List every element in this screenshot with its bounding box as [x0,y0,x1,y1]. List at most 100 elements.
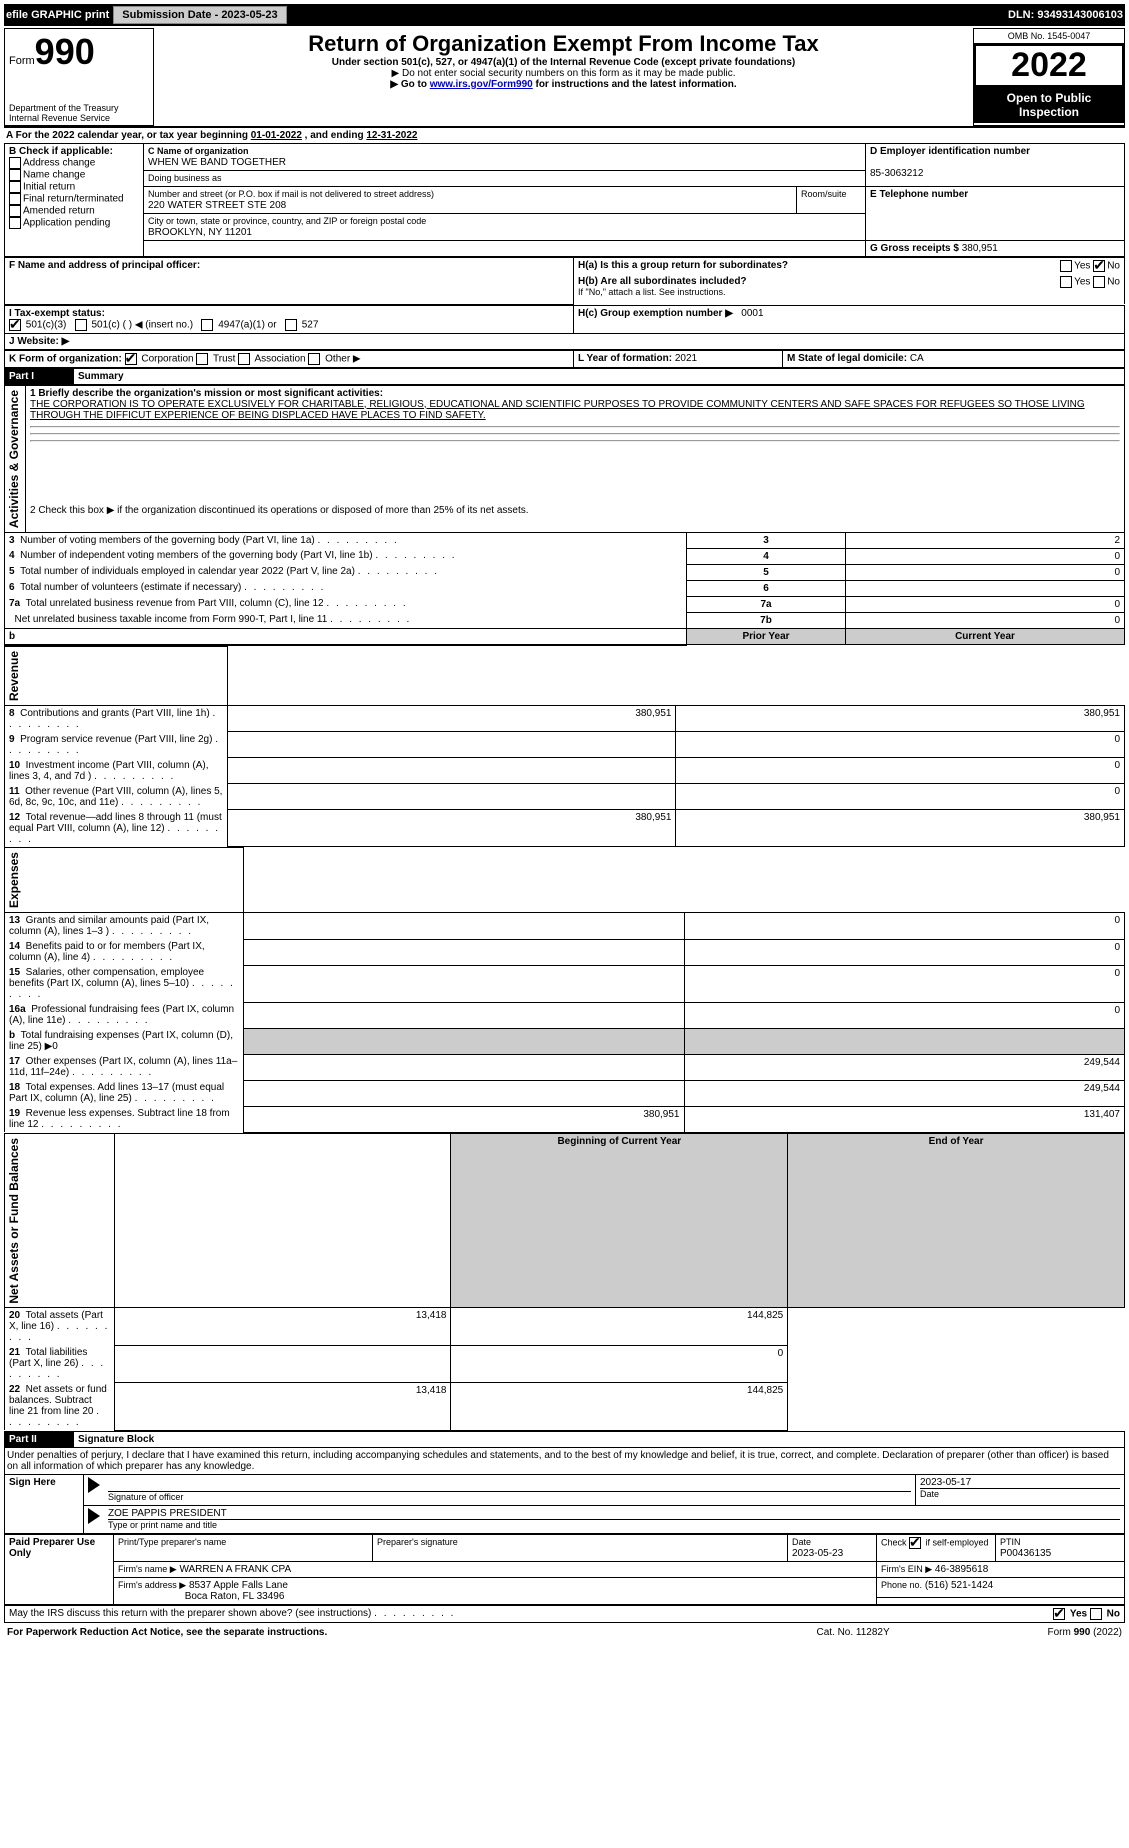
paid-preparer-label: Paid Preparer Use Only [5,1534,114,1604]
table-row: 11 Other revenue (Part VIII, column (A),… [5,784,1125,810]
table-row: 5 Total number of individuals employed i… [5,564,1125,580]
ha-answer: Yes No [996,258,1125,275]
form-subtitle: Under section 501(c), 527, or 4947(a)(1)… [158,57,969,68]
table-row: 7a Total unrelated business revenue from… [5,596,1125,612]
dln-label: DLN: 93493143006103 [1008,9,1123,21]
checkbox-discuss-yes[interactable] [1053,1608,1065,1620]
room-cell: Room/suite [797,187,866,214]
checkbox-hb-no[interactable] [1093,276,1105,288]
col-begin-header: Beginning of Current Year [451,1133,788,1308]
checkbox-name-change[interactable] [9,169,21,181]
table-row: 4 Number of independent voting members o… [5,548,1125,564]
checkbox-corp[interactable] [125,353,137,365]
checkbox-4947[interactable] [201,319,213,331]
side-na: Net Assets or Fund Balances [5,1133,115,1308]
part2-name: Signature Block [74,1431,1125,1447]
q2-cell: 2 Check this box ▶ if the organization d… [26,503,1125,532]
checkbox-501c3[interactable] [9,319,21,331]
ein-cell: D Employer identification number 85-3063… [866,144,1125,187]
name-title-cell: ZOE PAPPIS PRESIDENT Type or print name … [104,1505,1125,1533]
table-row: 12 Total revenue—add lines 8 through 11 … [5,810,1125,847]
irs-link[interactable]: www.irs.gov/Form990 [430,79,533,90]
table-row: Net unrelated business taxable income fr… [5,612,1125,628]
line-b-label: b [5,628,687,645]
principal-officer-cell: F Name and address of principal officer: [5,258,574,305]
side-ag: Activities & Governance [5,385,26,532]
table-row: 21 Total liabilities (Part X, line 26) 0 [5,1345,1125,1382]
submission-date-button[interactable]: Submission Date - 2023-05-23 [113,6,286,24]
table-row: 10 Investment income (Part VIII, column … [5,758,1125,784]
checkbox-ha-yes[interactable] [1060,260,1072,272]
open-public: Open to Public Inspection [974,87,1124,123]
firm-phone-cell: Phone no. (516) 521-1424 [877,1577,1125,1598]
state-domicile-cell: M State of legal domicile: CA [783,350,1125,367]
perjury-declaration: Under penalties of perjury, I declare th… [4,1448,1125,1474]
discuss-answer: Yes No [966,1605,1125,1622]
table-row: 13 Grants and similar amounts paid (Part… [5,913,1125,940]
website-cell: J Website: ▶ [5,333,1125,349]
gross-receipts-cell: G Gross receipts $ 380,951 [866,241,1125,257]
checkbox-hb-yes[interactable] [1060,276,1072,288]
col-prior-header: Prior Year [687,628,846,645]
col-end-header: End of Year [788,1133,1125,1308]
checkbox-other[interactable] [308,353,320,365]
discuss-cell: May the IRS discuss this return with the… [5,1605,967,1622]
mission-cell: 1 Briefly describe the organization's mi… [26,385,1125,503]
part1-label: Part I [5,368,74,384]
checkbox-application[interactable] [9,217,21,229]
checkbox-amended[interactable] [9,205,21,217]
table-row: 8 Contributions and grants (Part VIII, l… [5,705,1125,732]
street-cell: Number and street (or P.O. box if mail i… [144,187,797,214]
firm-name-cell: Firm's name ▶ WARREN A FRANK CPA [114,1561,877,1577]
checkbox-assoc[interactable] [238,353,250,365]
section-b: B Check if applicable: Address change Na… [5,144,144,257]
table-row: 20 Total assets (Part X, line 16) 13,418… [5,1308,1125,1346]
checkbox-527[interactable] [285,319,297,331]
table-row: 15 Salaries, other compensation, employe… [5,965,1125,1002]
ptin-cell: PTINP00436135 [996,1534,1125,1561]
part1-name: Summary [74,368,1125,384]
arrow-icon [88,1477,100,1493]
ein-value: 85-3063212 [870,168,923,179]
ssn-note: ▶ Do not enter social security numbers o… [158,68,969,79]
efile-label: efile GRAPHIC print [6,9,109,21]
phone-cell: E Telephone number [866,187,1125,241]
table-row: 14 Benefits paid to or for members (Part… [5,939,1125,965]
side-exp: Expenses [5,848,244,913]
form-id-cell: Form990 Department of the TreasuryIntern… [5,29,154,126]
year-formation-cell: L Year of formation: 2021 [574,350,783,367]
org-name: WHEN WE BAND TOGETHER [148,157,286,168]
footer-form: Form 990 (2022) [943,1625,1123,1639]
footer-cat: Cat. No. 11282Y [765,1625,942,1639]
sig-officer-cell: Signature of officer [104,1474,916,1505]
city-cell: City or town, state or province, country… [144,214,866,241]
table-row: 22 Net assets or fund balances. Subtract… [5,1382,1125,1430]
form-org-cell: K Form of organization: Corporation Trus… [5,350,574,367]
table-row: 16a Professional fundraising fees (Part … [5,1002,1125,1028]
goto-note: ▶ Go to www.irs.gov/Form990 for instruct… [158,79,969,90]
checkbox-initial-return[interactable] [9,181,21,193]
checkbox-discuss-no[interactable] [1090,1608,1102,1620]
sign-here-label: Sign Here [5,1474,84,1533]
checkbox-address-change[interactable] [9,157,21,169]
footer-pra: For Paperwork Reduction Act Notice, see … [6,1625,763,1639]
prep-sig-cell: Preparer's signature [373,1534,788,1561]
dba-cell: Doing business as [144,171,866,187]
checkbox-ha-no[interactable] [1093,260,1105,272]
table-row: 18 Total expenses. Add lines 13–17 (must… [5,1080,1125,1106]
table-row: 6 Total number of volunteers (estimate i… [5,580,1125,596]
mission-text: THE CORPORATION IS TO OPERATE EXCLUSIVEL… [30,399,1085,421]
self-emp-cell: Check if self-employed [877,1534,996,1561]
checkbox-trust[interactable] [196,353,208,365]
checkbox-501c[interactable] [75,319,87,331]
col-curr-header: Current Year [846,628,1125,645]
org-name-cell: C Name of organization WHEN WE BAND TOGE… [144,144,866,171]
table-row: 9 Program service revenue (Part VIII, li… [5,732,1125,758]
dept-label: Department of the TreasuryInternal Reven… [9,103,149,123]
firm-addr-cell: Firm's address ▶ 8537 Apple Falls Lane B… [114,1577,877,1604]
tax-exempt-cell: I Tax-exempt status: 501(c)(3) 501(c) ( … [5,305,574,333]
hc-cell [574,300,1125,304]
checkbox-final-return[interactable] [9,193,21,205]
checkbox-self-employed[interactable] [909,1537,921,1549]
hc-value-cell: H(c) Group exemption number ▶ 0001 [574,305,1125,333]
